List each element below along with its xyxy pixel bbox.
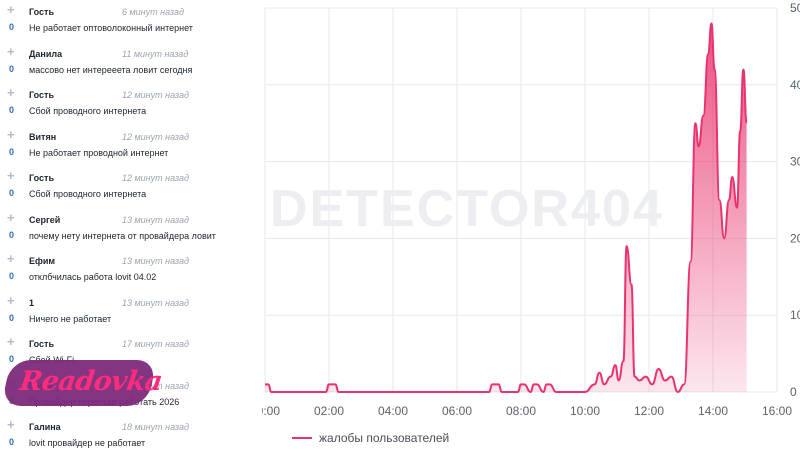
comment-item: +0 Галина 18 минут назад lovit провайдер не… <box>0 415 262 450</box>
vote-count: 0 <box>9 105 15 115</box>
plus-icon[interactable]: + <box>7 417 15 432</box>
plus-icon[interactable]: + <box>7 292 15 308</box>
comment-item: +0 Ефим 13 минут назад отклбчилась работа l… <box>0 249 262 291</box>
comment-author: Сергей <box>29 214 61 225</box>
x-tick-label: 02:00 <box>314 404 344 418</box>
comment-author: Галина <box>29 422 61 432</box>
comment-time: 13 минут назад <box>122 297 189 308</box>
vote-widget: +0 <box>2 252 22 286</box>
plus-icon[interactable]: + <box>7 126 15 142</box>
vote-count: 0 <box>9 146 15 157</box>
x-tick-label: 00:00 <box>262 404 280 418</box>
x-tick-label: 16:00 <box>762 404 792 418</box>
vote-count: 0 <box>9 22 15 32</box>
comment-time: 18 минут назад <box>122 380 189 391</box>
comment-time: 11 минут назад <box>122 48 189 59</box>
comment-item: +0 Гость 12 минут назад Сбой проводного инт… <box>0 83 262 125</box>
vote-count: 0 <box>9 63 15 74</box>
comment-text: Сбой проводного интернета <box>29 189 147 199</box>
comment-item: +0 Гость 12 минут назад Сбой проводного инт… <box>0 166 262 208</box>
plus-icon[interactable]: + <box>7 334 15 349</box>
x-tick-label: 12:00 <box>634 404 664 418</box>
comment-author: Гость <box>29 173 54 183</box>
comment-time: 13 минут назад <box>122 256 189 266</box>
y-tick-label: 0 <box>790 385 797 399</box>
vote-widget: +0 <box>2 209 22 245</box>
reports-chart: DETECTOR404 00:00 02:00 04:00 06:00 08:00 10:… <box>262 0 800 450</box>
x-tick-label: 14:00 <box>698 404 728 418</box>
plus-icon[interactable]: + <box>7 2 15 17</box>
comment-item: +0 Сергей 13 минут назад почему нету интерн… <box>0 208 262 250</box>
legend-swatch <box>292 437 312 439</box>
y-tick-label: 100 <box>790 308 800 322</box>
comment-text: Не работает оптоволоконный интернет <box>29 23 193 33</box>
comment-author: Гость <box>29 7 54 17</box>
vote-widget: +0 <box>2 43 22 79</box>
comment-item: +0 1 13 минут назад Ничего не работает <box>0 291 262 333</box>
vote-widget: +0 <box>2 169 22 203</box>
comment-author: 1 <box>29 297 35 308</box>
comment-time: 13 минут назад <box>122 214 189 225</box>
comment-time: 18 минут назад <box>122 422 189 432</box>
series-area <box>265 23 747 393</box>
y-tick-label: 500 <box>790 1 800 15</box>
comment-text: Не работает проводной интернет <box>29 147 169 158</box>
comment-item: +0 Витян 12 минут назад Не работает проводн… <box>0 125 262 167</box>
vote-widget: +0 <box>2 3 22 37</box>
vote-widget: +0 <box>2 418 22 450</box>
vote-widget: +0 <box>2 126 22 162</box>
chart-legend[interactable]: жалобы пользователей <box>292 430 449 446</box>
plus-icon[interactable]: + <box>7 43 15 59</box>
x-tick-label: 06:00 <box>442 404 472 418</box>
series-line <box>265 22 748 394</box>
plus-icon[interactable]: + <box>7 85 15 100</box>
x-tick-label: 08:00 <box>506 404 536 418</box>
vote-widget: +0 <box>2 292 22 328</box>
y-tick-label: 400 <box>790 78 800 92</box>
vote-count: 0 <box>9 354 15 364</box>
plus-icon[interactable]: + <box>7 168 15 183</box>
x-tick-label: 10:00 <box>570 404 600 418</box>
y-tick-label: 300 <box>790 155 800 169</box>
vote-count: 0 <box>9 188 15 198</box>
comment-time: 6 минут назад <box>122 7 184 17</box>
comment-author: Ефим <box>29 256 56 266</box>
comment-time: 17 минут назад <box>122 339 189 349</box>
comment-author: Гость <box>29 339 54 349</box>
comment-time: 12 минут назад <box>122 90 189 100</box>
legend-label: жалобы пользователей <box>319 431 450 445</box>
comment-text: почему нету интернета от провайдера лови… <box>29 230 216 241</box>
comment-text: Ничего не работает <box>29 313 112 324</box>
y-tick-label: 200 <box>790 231 800 245</box>
plus-icon[interactable]: + <box>7 209 15 225</box>
comment-item: +0 Данила 11 минут назад массово нет интере… <box>0 42 262 84</box>
x-tick-label: 04:00 <box>378 404 408 418</box>
comment-text: массово нет интерееета ловит сегодня <box>29 64 193 75</box>
comment-author: Гость <box>29 90 54 100</box>
vote-count: 0 <box>9 229 15 240</box>
chart-canvas: DETECTOR404 00:00 02:00 04:00 06:00 08:00 10:… <box>262 1 800 418</box>
vote-count: 0 <box>9 271 15 281</box>
comment-text: lovit провайдер не работает <box>29 438 146 448</box>
comment-time: 12 минут назад <box>122 173 189 183</box>
vote-widget: +0 <box>2 335 22 369</box>
plus-icon[interactable]: + <box>7 251 15 266</box>
vote-count: 0 <box>9 437 15 447</box>
readovka-logo: Readovka <box>1 356 164 412</box>
vote-count: 0 <box>9 312 15 323</box>
comment-item: +0 Гость 6 минут назад Не работает оптоволо… <box>0 0 262 42</box>
vote-widget: +0 <box>2 86 22 120</box>
comment-text: отклбчилась работа lovit 04.02 <box>29 272 157 282</box>
comment-author: Данила <box>29 48 63 59</box>
logo-text: Readovka <box>17 366 165 397</box>
comment-time: 12 минут назад <box>122 131 189 142</box>
watermark-text: DETECTOR404 <box>270 180 664 238</box>
comment-text: Сбой проводного интернета <box>29 106 147 116</box>
comment-author: Витян <box>29 131 57 142</box>
